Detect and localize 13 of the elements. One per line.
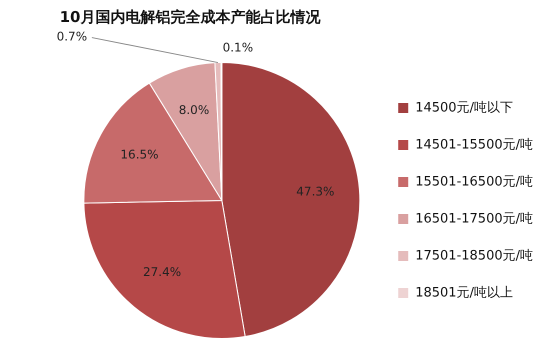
data-label: 27.4% [142, 264, 182, 279]
chart-title: 10月国内电解铝完全成本产能占比情况 [58, 8, 322, 27]
data-label: 47.3% [296, 184, 334, 199]
data-label: 8.0% [178, 103, 210, 118]
legend-label: 17501-18500元/吨 [415, 248, 533, 264]
data-label: 16.5% [120, 148, 159, 162]
legend-label: 14501-15500元/吨 [415, 137, 533, 152]
data-label: 0.7% [56, 30, 88, 44]
legend-label: 15501-16500元/吨 [415, 174, 533, 190]
legend-label: 18501元/吨以上 [415, 285, 513, 300]
legend-label: 14500元/吨以下 [415, 100, 513, 116]
legend-label: 16501-17500元/吨 [415, 211, 533, 226]
data-label: 0.1% [222, 40, 254, 55]
